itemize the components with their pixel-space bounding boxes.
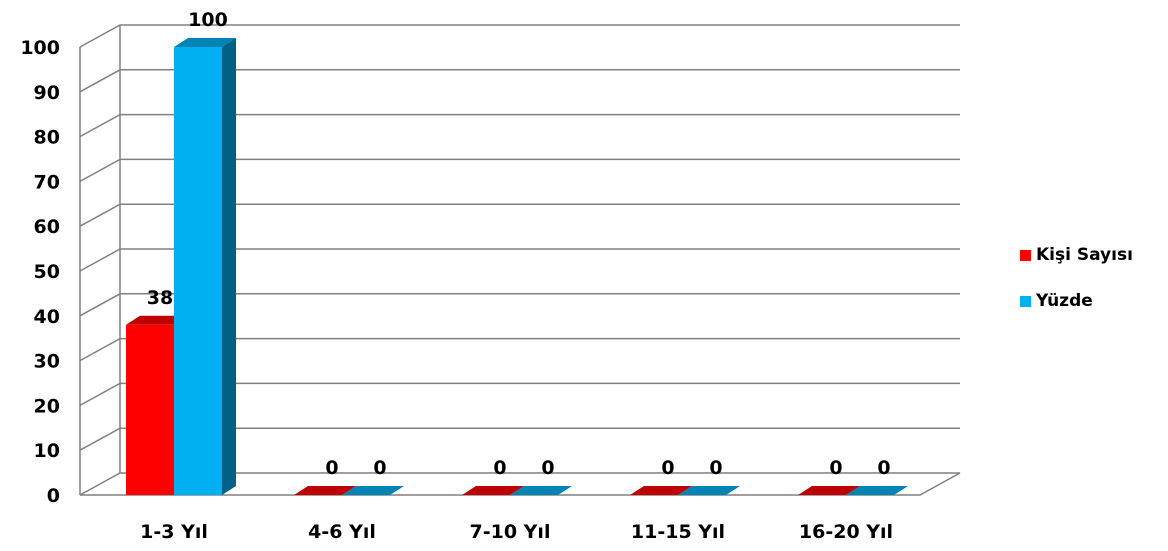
bar [846,486,908,495]
legend-swatch-kisi-sayisi [1020,249,1031,261]
bar [510,486,572,495]
bar [174,38,236,495]
x-axis-categories: 1-3 Yıl 4-6 Yıl 7-10 Yıl 11-15 Yıl 16-20 Yıl [140,521,893,543]
y-tick-label: 40 [34,306,60,328]
y-axis-ticks: 0 10 20 30 40 50 60 70 80 90 100 [20,37,60,507]
bar [678,486,740,495]
y-tick-label: 30 [34,351,60,373]
legend: Kişi Sayısı Yüzde [1020,243,1133,335]
legend-label-yuzde: Yüzde [1036,291,1093,311]
bar [630,486,692,495]
data-label: 0 [877,457,890,479]
x-category-label: 4-6 Yıl [308,521,376,543]
data-label: 0 [541,457,554,479]
y-tick-label: 70 [34,171,60,193]
x-category-label: 1-3 Yıl [140,521,208,543]
data-label: 0 [829,457,842,479]
x-category-label: 7-10 Yıl [470,521,551,543]
bar [798,486,860,495]
x-category-label: 11-15 Yıl [631,521,725,543]
y-tick-label: 0 [47,485,60,507]
bars [126,38,908,495]
data-label: 0 [709,457,722,479]
y-tick-label: 10 [34,440,60,462]
y-tick-label: 50 [34,261,60,283]
data-label: 0 [493,457,506,479]
data-label: 0 [373,457,386,479]
legend-item-yuzde: Yüzde [1020,289,1133,313]
bar [342,486,404,495]
gridlines [79,24,961,496]
data-label: 38 [147,287,173,309]
data-labels: 38 100 0 0 0 0 0 0 0 0 [147,9,891,479]
data-label: 0 [661,457,674,479]
bar [462,486,524,495]
bar [294,486,356,495]
y-tick-label: 90 [34,82,60,104]
y-tick-label: 80 [34,127,60,149]
legend-label-kisi-sayisi: Kişi Sayısı [1036,245,1133,265]
data-label: 100 [188,9,228,31]
x-category-label: 16-20 Yıl [799,521,893,543]
y-tick-label: 100 [20,37,60,59]
y-tick-label: 20 [34,395,60,417]
data-label: 0 [325,457,338,479]
legend-swatch-yuzde [1020,295,1031,307]
y-tick-label: 60 [34,216,60,238]
legend-item-kisi-sayisi: Kişi Sayısı [1020,243,1133,267]
